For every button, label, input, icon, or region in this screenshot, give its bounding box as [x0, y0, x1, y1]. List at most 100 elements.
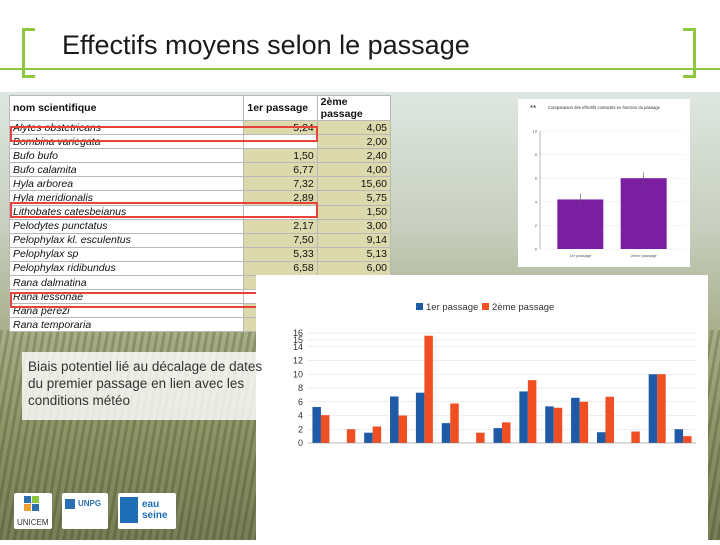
bar [596, 432, 606, 443]
small-y-tick-label: 2 [535, 223, 538, 228]
unicem-logo: UNICEM [14, 493, 52, 529]
small-x-tick-label: 1er passage [569, 253, 592, 258]
p2-cell: 2,40 [316, 148, 392, 164]
p2-cell: 2,00 [316, 134, 392, 150]
bar [657, 374, 666, 443]
big-bar-chart: 1er passage 2ème passage 0 2 4 6 8 10 12 14 15 16 [256, 275, 708, 540]
bar [631, 431, 640, 443]
p2-cell: 5,13 [316, 246, 392, 262]
p1-cell: 6,77 [243, 162, 318, 178]
species-name-cell: Pelophylax sp [8, 246, 245, 262]
bar [648, 374, 658, 443]
bar [424, 335, 433, 443]
species-name-cell: Hyla arborea [8, 176, 245, 192]
title-bar: Effectifs moyens selon le passage [0, 0, 720, 92]
note-text: Biais potentiel lié au décalage de dates… [28, 358, 266, 409]
small-bar [620, 178, 667, 249]
title-underline [0, 68, 720, 70]
bar [502, 422, 511, 443]
bar [372, 426, 382, 443]
species-name-cell: Rana dalmatina [8, 275, 245, 291]
table-row: Hyla arborea 7,32 15,60 [8, 176, 392, 192]
small-y-tick-label: 0 [535, 247, 538, 252]
bar [683, 436, 692, 443]
table-row: Bufo bufo 1,50 2,40 [8, 148, 392, 164]
species-name-cell: Bufo calamita [8, 162, 245, 178]
small-chart-title: Comparaison des effectifs contactés en f… [548, 105, 661, 110]
p1-cell: 2,17 [243, 218, 318, 234]
p1-cell: 6,58 [243, 260, 318, 277]
table-row: Pelodytes punctatus 2,17 3,00 [8, 218, 392, 234]
significance-label: ** [530, 104, 536, 113]
p2-cell: 4,00 [316, 162, 392, 178]
right-bracket-decoration [683, 28, 696, 78]
small-bar [557, 199, 604, 249]
y-tick-label: 12 [293, 356, 303, 366]
species-name-cell: Bufo bufo [8, 148, 245, 164]
bar [312, 406, 321, 443]
bar [674, 429, 684, 443]
eau-seine-logo-text: eau seine [142, 499, 168, 521]
p2-cell: 3,00 [316, 218, 392, 234]
y-tick-label: 0 [298, 438, 303, 448]
y-tick-label: 2 [298, 424, 303, 434]
bar [450, 403, 459, 443]
slide-title: Effectifs moyens selon le passage [62, 30, 470, 60]
species-name-cell: Pelodytes punctatus [8, 218, 245, 234]
p2-cell: 15,60 [316, 176, 392, 192]
small-y-tick-label: 8 [535, 152, 538, 157]
unpg-logo: UNPG [62, 493, 108, 529]
p2-cell: 1,50 [316, 204, 392, 220]
row-highlight-box [10, 126, 318, 143]
small-y-tick-label: 10 [533, 129, 538, 134]
unicem-logo-text: UNICEM [17, 518, 49, 527]
bar [476, 432, 485, 443]
header-name: nom scientifique [8, 95, 245, 121]
left-bracket-decoration [22, 28, 35, 78]
bar [571, 397, 580, 443]
y-tick-label: 10 [293, 369, 303, 379]
p1-cell: 5,33 [243, 246, 318, 262]
bar [605, 396, 614, 443]
p1-cell: 7,50 [243, 232, 318, 248]
table-row: Bufo calamita 6,77 4,00 [8, 162, 392, 178]
bar [519, 391, 528, 443]
header-p1: 1er passage [243, 95, 318, 121]
unpg-logo-text: UNPG [78, 499, 102, 508]
p2-cell: 5,75 [316, 190, 392, 206]
bar [364, 432, 373, 443]
bar [320, 415, 330, 443]
row-highlight-box [10, 201, 318, 218]
bar [346, 429, 356, 443]
legend-label: 2ème passage [492, 302, 554, 313]
p2-cell: 9,14 [316, 232, 392, 248]
small-y-tick-label: 4 [535, 199, 538, 204]
header-p2: 2ème passage [316, 95, 392, 121]
unpg-logo-mark [65, 499, 75, 509]
p1-cell: 1,50 [243, 148, 318, 164]
y-tick-label: 4 [298, 411, 303, 421]
small-chart-svg: Comparaison des effectifs contactés en f… [530, 104, 684, 258]
table-row: Pelophylax kl. esculentus 7,50 9,14 [8, 232, 392, 248]
y-tick-label: 8 [298, 383, 303, 393]
small-x-tick-label: 2ème passage [631, 253, 658, 258]
small-y-tick-label: 6 [535, 176, 538, 181]
bar [493, 428, 502, 443]
bar [390, 396, 399, 443]
p2-cell: 6,00 [316, 260, 392, 277]
bar [415, 392, 425, 443]
y-tick-label: 6 [298, 397, 303, 407]
bar [553, 407, 563, 443]
bar [527, 380, 537, 443]
legend-swatch [416, 303, 423, 310]
y-tick-label: 16 [293, 328, 303, 338]
eau-seine-logo: eau seine [118, 493, 176, 529]
bar [579, 401, 589, 443]
unicem-logo-mark [24, 496, 39, 511]
y-tick-label: 15 [293, 335, 303, 345]
bar [545, 406, 554, 443]
legend-label: 1er passage [426, 302, 478, 313]
note-label: Biais potentiel lié au décalage de dates… [28, 359, 263, 408]
p2-cell: 4,05 [316, 119, 392, 136]
